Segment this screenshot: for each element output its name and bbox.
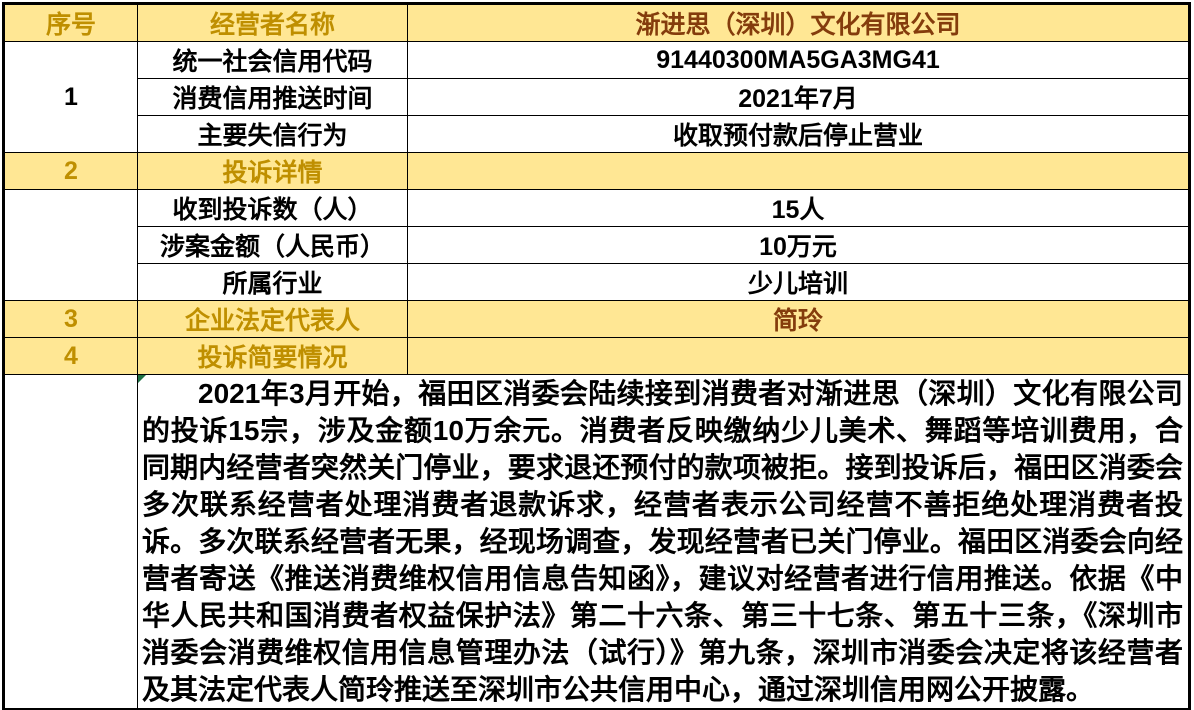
- cell-legal-representative-label[interactable]: 企业法定代表人: [137, 300, 408, 338]
- row-industry: 所属行业 少儿培训: [4, 263, 1190, 301]
- cell-complaint-count-value[interactable]: 15人: [407, 189, 1190, 227]
- cell-legal-representative-value[interactable]: 简玲: [407, 300, 1190, 338]
- cell-dishonest-behavior-value[interactable]: 收取预付款后停止营业: [407, 115, 1190, 153]
- cell-complaint-summary[interactable]: 2021年3月开始，福田区消委会陆续接到消费者对渐进思（深圳）文化有限公司的投诉…: [137, 374, 1190, 710]
- cell-operator-name-label[interactable]: 经营者名称: [137, 3, 408, 42]
- cell-seq-empty[interactable]: [3, 189, 138, 301]
- cell-complaint-brief-label[interactable]: 投诉简要情况: [137, 337, 408, 375]
- complaint-summary-text: 2021年3月开始，福田区消委会陆续接到消费者对渐进思（深圳）文化有限公司的投诉…: [142, 378, 1183, 705]
- cell-credit-code-label[interactable]: 统一社会信用代码: [137, 41, 408, 79]
- cell-industry-value[interactable]: 少儿培训: [407, 263, 1190, 301]
- header-row: 序号 经营者名称 渐进思（深圳）文化有限公司: [3, 3, 1190, 42]
- cell-error-indicator-icon: [138, 375, 146, 383]
- cell-complaint-brief-empty[interactable]: [407, 337, 1190, 375]
- cell-push-time-label[interactable]: 消费信用推送时间: [137, 78, 408, 116]
- cell-seq-2[interactable]: 2: [3, 152, 138, 190]
- cell-amount-involved-value[interactable]: 10万元: [407, 226, 1190, 264]
- row-amount-involved: 涉案金额（人民币） 10万元: [4, 226, 1190, 264]
- cell-push-time-value[interactable]: 2021年7月: [407, 78, 1190, 116]
- cell-seq-3[interactable]: 3: [3, 300, 138, 338]
- cell-seq-header[interactable]: 序号: [3, 3, 138, 42]
- row-legal-representative: 3 企业法定代表人 简玲: [3, 300, 1190, 338]
- row-complaint-details-header: 2 投诉详情: [3, 152, 1190, 190]
- cell-complaint-count-label[interactable]: 收到投诉数（人）: [137, 189, 408, 227]
- cell-complaint-details-empty[interactable]: [407, 152, 1190, 190]
- cell-seq-1[interactable]: 1: [3, 41, 138, 153]
- row-complaint-brief-header: 4 投诉简要情况: [3, 337, 1190, 375]
- row-complaint-summary: 2021年3月开始，福田区消委会陆续接到消费者对渐进思（深圳）文化有限公司的投诉…: [3, 374, 1190, 710]
- row-dishonest-behavior: 主要失信行为 收取预付款后停止营业: [4, 115, 1190, 153]
- row-credit-code: 1 统一社会信用代码 91440300MA5GA3MG41: [3, 41, 1190, 153]
- cell-seq-4[interactable]: 4: [3, 337, 138, 375]
- cell-operator-name-value[interactable]: 渐进思（深圳）文化有限公司: [407, 3, 1190, 42]
- cell-dishonest-behavior-label[interactable]: 主要失信行为: [137, 115, 408, 153]
- row-push-time: 消费信用推送时间 2021年7月: [4, 78, 1190, 116]
- cell-industry-label[interactable]: 所属行业: [137, 263, 408, 301]
- row-complaint-count: 收到投诉数（人） 15人: [3, 189, 1190, 301]
- cell-credit-code-value[interactable]: 91440300MA5GA3MG41: [407, 41, 1190, 79]
- cell-summary-left-empty[interactable]: [3, 374, 138, 710]
- cell-complaint-details-label[interactable]: 投诉详情: [137, 152, 408, 190]
- cell-amount-involved-label[interactable]: 涉案金额（人民币）: [137, 226, 408, 264]
